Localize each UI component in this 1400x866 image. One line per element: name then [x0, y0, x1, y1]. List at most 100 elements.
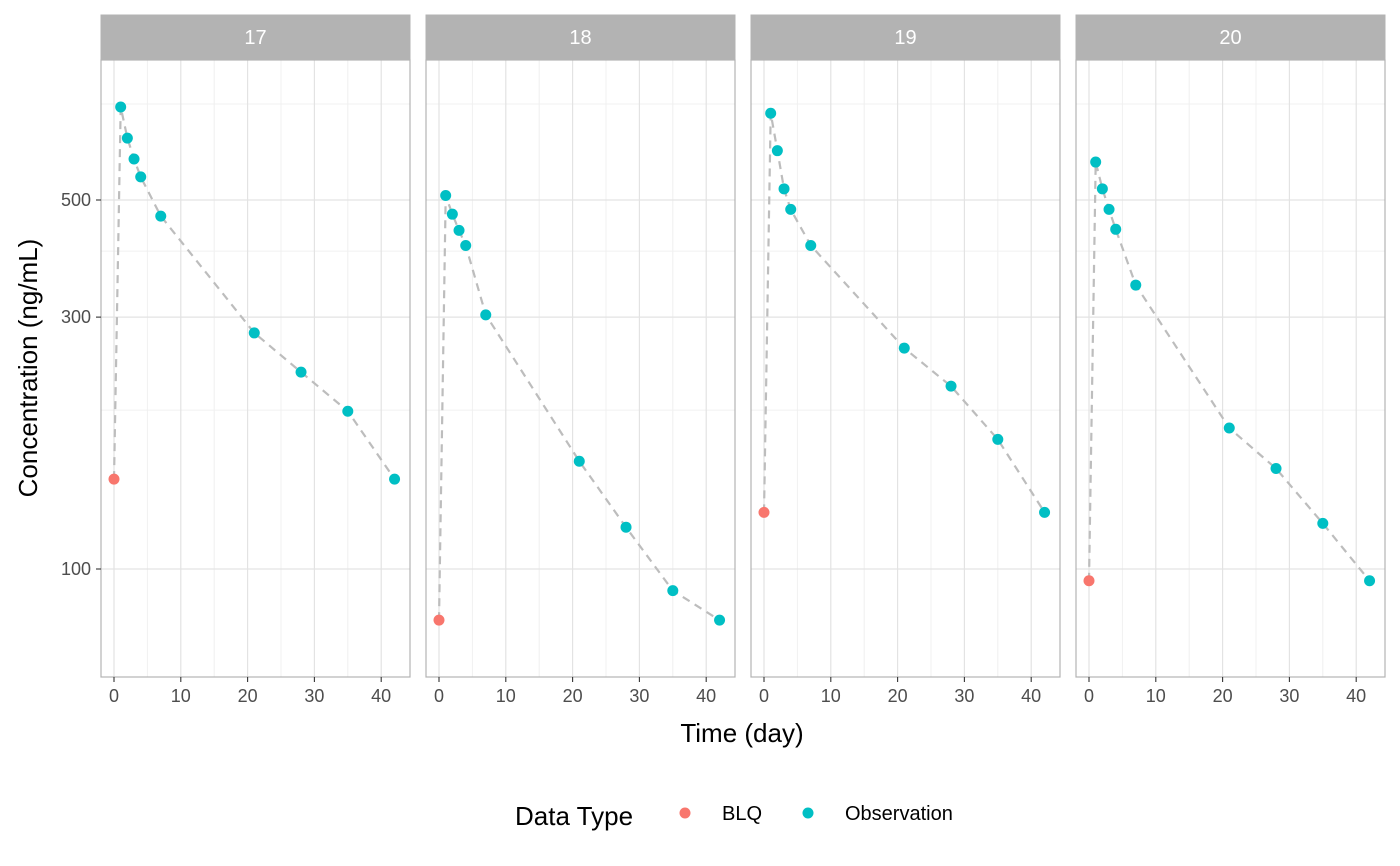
legend-key [802, 807, 814, 819]
legend-key [679, 807, 691, 819]
x-tick-label: 30 [954, 686, 974, 706]
x-tick-label: 10 [496, 686, 516, 706]
data-point-observation [115, 101, 127, 113]
data-point-observation [446, 208, 458, 220]
facet-strip-label: 17 [244, 27, 266, 49]
facet-strip-label: 18 [569, 27, 591, 49]
x-tick-label: 40 [371, 686, 391, 706]
facet-strip [750, 14, 1061, 60]
data-point-observation [440, 189, 452, 201]
data-point-blq [758, 506, 770, 518]
connector-line [762, 113, 1046, 513]
data-point-blq [108, 473, 120, 485]
data-point-observation [898, 342, 910, 354]
panel-border [1075, 59, 1386, 678]
data-point-observation [1039, 506, 1051, 518]
x-tick-label: 20 [1213, 686, 1233, 706]
y-tick-label: 100 [61, 559, 91, 579]
x-tick-label: 40 [1346, 686, 1366, 706]
facet-strip [100, 14, 411, 60]
data-point-observation [480, 309, 492, 321]
legend-title: Data Type [515, 801, 633, 831]
data-point-observation [805, 239, 817, 251]
legend: Data Type BLQ Observation [515, 801, 953, 831]
data-point-observation [945, 380, 957, 392]
x-tick-label: 30 [629, 686, 649, 706]
x-tick-label: 20 [238, 686, 258, 706]
data-point-observation [667, 585, 679, 597]
data-point-observation [1090, 156, 1102, 168]
data-point-blq [433, 614, 445, 626]
data-point-observation [1270, 463, 1282, 475]
data-point-observation [771, 145, 783, 157]
y-axis-title: Concentration (ng/mL) [13, 239, 43, 498]
panel-background [426, 60, 735, 677]
x-axis-title: Time (day) [680, 718, 803, 748]
legend-label: Observation [845, 803, 953, 825]
data-point-observation [128, 153, 140, 165]
data-point-observation [135, 171, 147, 183]
data-point-observation [453, 224, 465, 236]
data-point-blq [1083, 575, 1095, 587]
facet-panel-17: 17 0 10 20 30 40 [100, 14, 411, 706]
facet-strip-label: 20 [1219, 27, 1241, 49]
data-point-observation [785, 203, 797, 215]
legend-entry-observation: Observation [802, 803, 953, 825]
facet-panel-18: 18 0 10 20 30 40 [425, 14, 736, 706]
data-point-observation [573, 455, 585, 467]
connector-line [1087, 161, 1371, 582]
legend-label: BLQ [722, 803, 762, 825]
facet-strip [425, 14, 736, 60]
panel-background [1076, 60, 1385, 677]
facet-panel-20: 20 0 10 20 30 40 [1075, 14, 1386, 706]
x-tick-label: 0 [1084, 686, 1094, 706]
x-tick-label: 10 [821, 686, 841, 706]
data-point-observation [155, 210, 167, 222]
y-tick-label: 300 [61, 307, 91, 327]
data-point-observation [1364, 575, 1376, 587]
data-point-observation [1096, 183, 1108, 195]
data-point-observation [460, 239, 472, 251]
x-tick-label: 40 [1021, 686, 1041, 706]
connector-line [437, 195, 721, 622]
data-point-observation [121, 132, 133, 144]
x-tick-label: 10 [1146, 686, 1166, 706]
x-tick-label: 20 [888, 686, 908, 706]
panel-border [100, 59, 411, 678]
x-tick-label: 30 [304, 686, 324, 706]
legend-entries: BLQ Observation [679, 803, 953, 825]
x-tick-label: 20 [563, 686, 583, 706]
x-tick-label: 0 [759, 686, 769, 706]
x-tick-label: 40 [696, 686, 716, 706]
data-point-observation [1223, 422, 1235, 434]
data-point-observation [620, 521, 632, 533]
data-point-observation [778, 183, 790, 195]
data-point-observation [1317, 517, 1329, 529]
data-point-observation [714, 614, 726, 626]
connector-line [112, 106, 396, 480]
y-tick-label: 500 [61, 190, 91, 210]
x-tick-label: 0 [434, 686, 444, 706]
panel-border [425, 59, 736, 678]
data-point-observation [295, 366, 307, 378]
data-point-observation [1130, 279, 1142, 291]
data-point-observation [992, 433, 1004, 445]
facet-strip-label: 19 [894, 27, 916, 49]
data-point-observation [342, 405, 354, 417]
x-tick-label: 0 [109, 686, 119, 706]
facet-strip [1075, 14, 1386, 60]
x-tick-label: 10 [171, 686, 191, 706]
y-axis: 100 300 500 [61, 190, 101, 579]
facet-panel-19: 19 0 10 20 30 40 [750, 14, 1061, 706]
panel-background [751, 60, 1060, 677]
panel-background [101, 60, 410, 677]
data-point-observation [1110, 223, 1122, 235]
data-point-observation [1103, 203, 1115, 215]
legend-entry-blq: BLQ [679, 803, 762, 825]
data-point-observation [765, 107, 777, 119]
panel-border [750, 59, 1061, 678]
data-point-observation [248, 327, 260, 339]
x-tick-label: 30 [1279, 686, 1299, 706]
